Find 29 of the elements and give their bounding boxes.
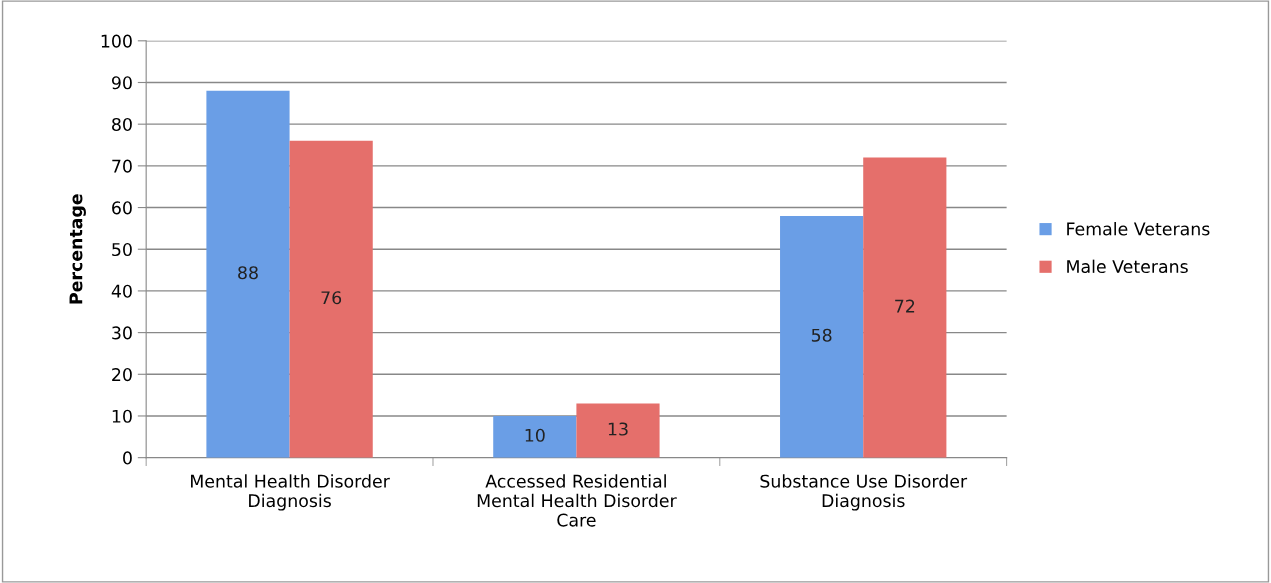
- data-label: 72: [895, 299, 915, 313]
- bar: [780, 215, 864, 458]
- y-axis-title: Percentage: [69, 194, 86, 304]
- data-label: 58: [811, 328, 832, 342]
- bar: [206, 90, 290, 458]
- data-label: 10: [525, 428, 545, 442]
- x-tick-label: Substance Use Disorder Diagnosis: [760, 474, 968, 511]
- y-tick-label: 10: [112, 409, 132, 423]
- bar: [863, 157, 947, 458]
- y-tick-label: 60: [112, 201, 132, 215]
- data-label: 13: [608, 422, 628, 436]
- bar: [493, 415, 577, 458]
- data-label: 88: [238, 266, 258, 280]
- y-tick-label: 40: [111, 284, 132, 298]
- data-label: 76: [321, 291, 342, 305]
- bar: [576, 403, 660, 458]
- y-tick-label: 30: [112, 326, 132, 340]
- x-tick-label: Accessed Residential Mental Health Disorder Care: [477, 474, 677, 527]
- y-tick-label: 50: [112, 242, 132, 257]
- legend-label: Male Veterans: [1067, 259, 1188, 274]
- y-tick-label: 70: [112, 159, 132, 173]
- x-tick-label: Mental Health Disorder Diagnosis: [191, 474, 390, 511]
- legend-label: Female Veterans: [1067, 222, 1210, 236]
- y-tick-label: 90: [111, 76, 132, 90]
- y-tick-label: 80: [112, 117, 132, 132]
- y-tick-label: 0: [123, 451, 132, 465]
- y-tick-label: 100: [101, 34, 132, 48]
- y-tick-label: 20: [112, 368, 132, 382]
- bar: [289, 140, 373, 458]
